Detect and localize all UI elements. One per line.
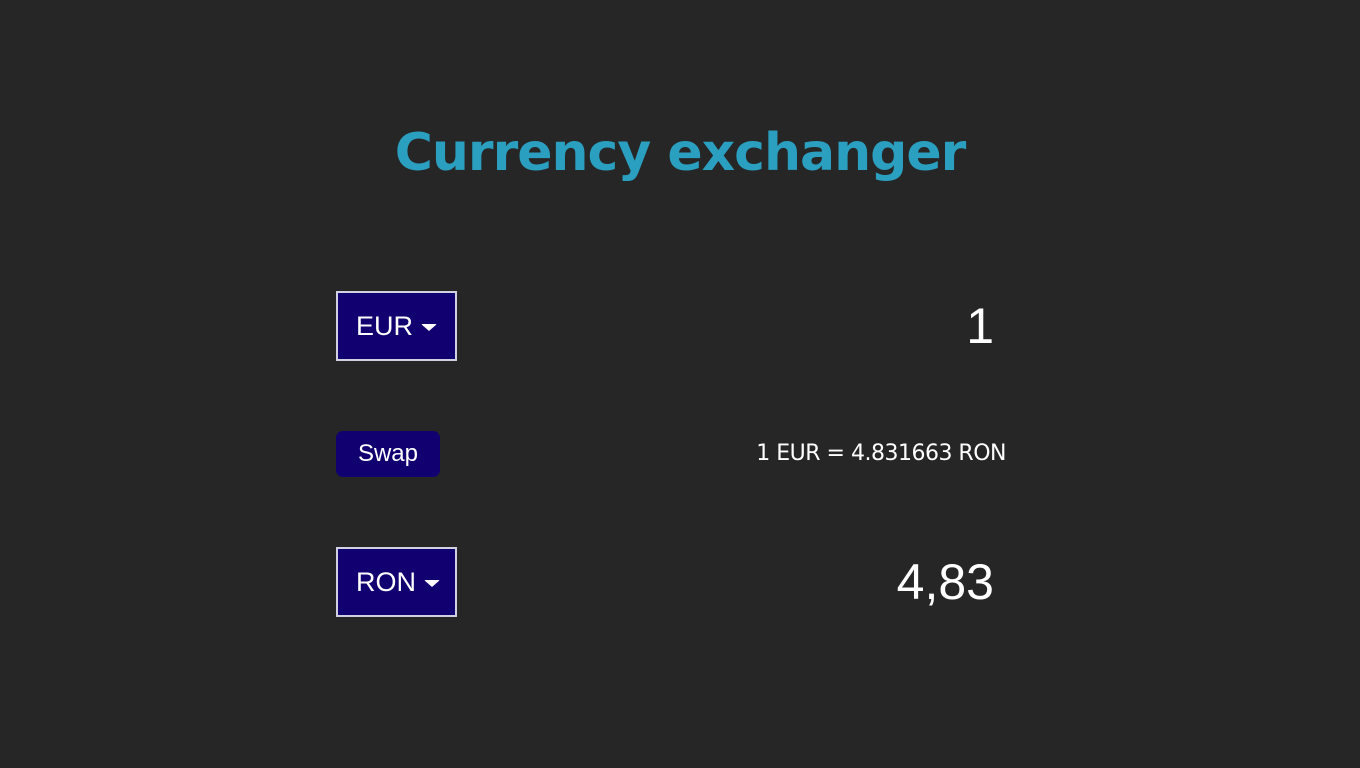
from-amount-input[interactable]: 1 [966, 298, 994, 354]
to-amount-output: 4,83 [896, 554, 994, 610]
page-title: Currency exchanger [394, 123, 966, 183]
to-currency-select[interactable]: RON [336, 547, 457, 617]
from-currency-select[interactable]: EUR [336, 291, 457, 361]
from-currency-code: EUR [356, 310, 414, 341]
exchange-rate-text: 1 EUR = 4.831663 RON [756, 441, 1006, 466]
swap-button[interactable]: Swap [336, 431, 440, 477]
caret-down-icon [424, 579, 440, 587]
caret-down-icon [421, 323, 438, 331]
to-currency-code: RON [356, 566, 416, 597]
